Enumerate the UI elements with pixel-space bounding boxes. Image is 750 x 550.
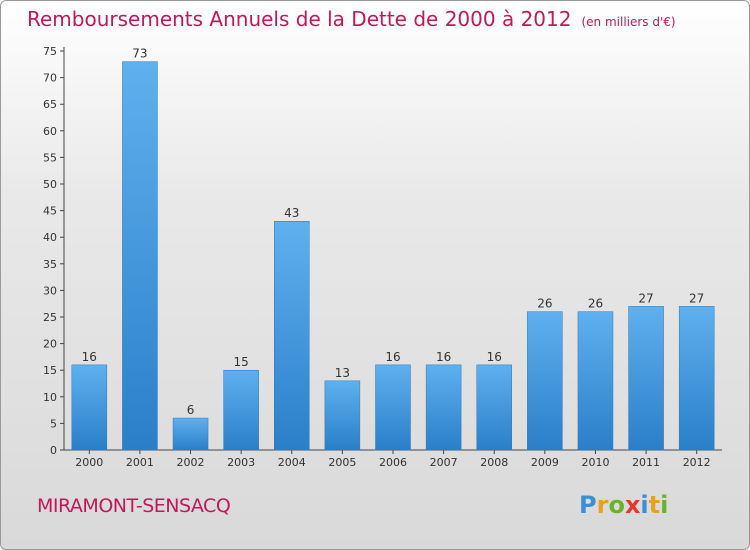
x-tick-label: 2009 xyxy=(531,456,559,469)
bar-value-label: 26 xyxy=(588,297,603,311)
y-tick-label: 20 xyxy=(43,338,57,351)
bar xyxy=(527,311,563,451)
bar-value-label: 26 xyxy=(537,297,552,311)
x-tick-label: 2012 xyxy=(683,456,711,469)
bar xyxy=(678,306,715,451)
proxiti-logo[interactable]: Proxiti xyxy=(579,491,668,519)
chart-title: Remboursements Annuels de la Dette de 20… xyxy=(27,7,676,31)
y-tick-label: 35 xyxy=(43,258,57,271)
y-tick-label: 5 xyxy=(50,417,57,430)
logo-letter: r xyxy=(596,491,609,519)
x-tick-label: 2001 xyxy=(126,456,154,469)
y-tick-label: 10 xyxy=(43,391,57,404)
logo-letter: x xyxy=(624,491,641,519)
logo-letter: P xyxy=(579,491,597,519)
bar xyxy=(223,369,259,451)
bar-value-label: 27 xyxy=(638,291,653,305)
bar-value-label: 15 xyxy=(234,355,249,369)
y-tick-label: 75 xyxy=(43,45,57,58)
bar-value-label: 16 xyxy=(487,350,502,364)
chart-axes: 0 5 10 15 20 25 30 35 40 45 50 55 60 65 70 75 2000 2001 20… xyxy=(43,45,722,469)
logo-letter: t xyxy=(648,491,661,519)
bar xyxy=(476,364,512,451)
logo-letter: i xyxy=(640,491,649,519)
x-tick-label: 2006 xyxy=(379,456,407,469)
chart-bars: 16 73 6 15 43 13 16 16 16 26 26 27 27 xyxy=(71,47,715,451)
bar-value-label: 16 xyxy=(436,350,451,364)
bar-value-label: 6 xyxy=(187,403,195,417)
chart-subtitle: (en milliers d'€) xyxy=(581,15,676,29)
bar-value-label: 73 xyxy=(132,47,147,61)
logo-letter: i xyxy=(660,491,669,519)
x-tick-label: 2011 xyxy=(632,456,660,469)
y-tick-label: 70 xyxy=(43,72,57,85)
bar xyxy=(172,417,209,451)
bar xyxy=(71,364,108,451)
y-tick-label: 15 xyxy=(43,364,57,377)
bar xyxy=(577,311,614,451)
bar-value-label: 16 xyxy=(82,350,97,364)
bar xyxy=(122,61,158,451)
bar xyxy=(274,220,310,451)
x-tick-label: 2004 xyxy=(278,456,306,469)
x-tick-label: 2008 xyxy=(480,456,508,469)
bar-value-label: 27 xyxy=(689,291,704,305)
y-tick-label: 65 xyxy=(43,98,57,111)
x-tick-label: 2002 xyxy=(177,456,205,469)
x-tick-label: 2010 xyxy=(581,456,609,469)
x-tick-label: 2005 xyxy=(328,456,356,469)
city-name: MIRAMONT-SENSACQ xyxy=(37,495,231,517)
y-tick-label: 30 xyxy=(43,284,57,297)
x-tick-label: 2003 xyxy=(227,456,255,469)
y-tick-label: 25 xyxy=(43,311,57,324)
y-tick-label: 50 xyxy=(43,178,57,191)
y-tick-label: 45 xyxy=(43,205,57,218)
y-tick-label: 40 xyxy=(43,231,57,244)
chart-title-text: Remboursements Annuels de la Dette de 20… xyxy=(27,7,572,31)
bar-value-label: 16 xyxy=(385,350,400,364)
bar xyxy=(628,306,664,451)
bar xyxy=(324,380,361,451)
bar xyxy=(375,364,411,451)
x-tick-label: 2000 xyxy=(75,456,103,469)
bar xyxy=(425,364,462,451)
x-tick-label: 2007 xyxy=(430,456,458,469)
logo-letter: o xyxy=(608,491,625,519)
y-tick-label: 0 xyxy=(50,444,57,457)
y-tick-label: 60 xyxy=(43,125,57,138)
y-tick-label: 55 xyxy=(43,151,57,164)
bar-value-label: 43 xyxy=(284,206,299,220)
bar-value-label: 13 xyxy=(335,366,350,380)
